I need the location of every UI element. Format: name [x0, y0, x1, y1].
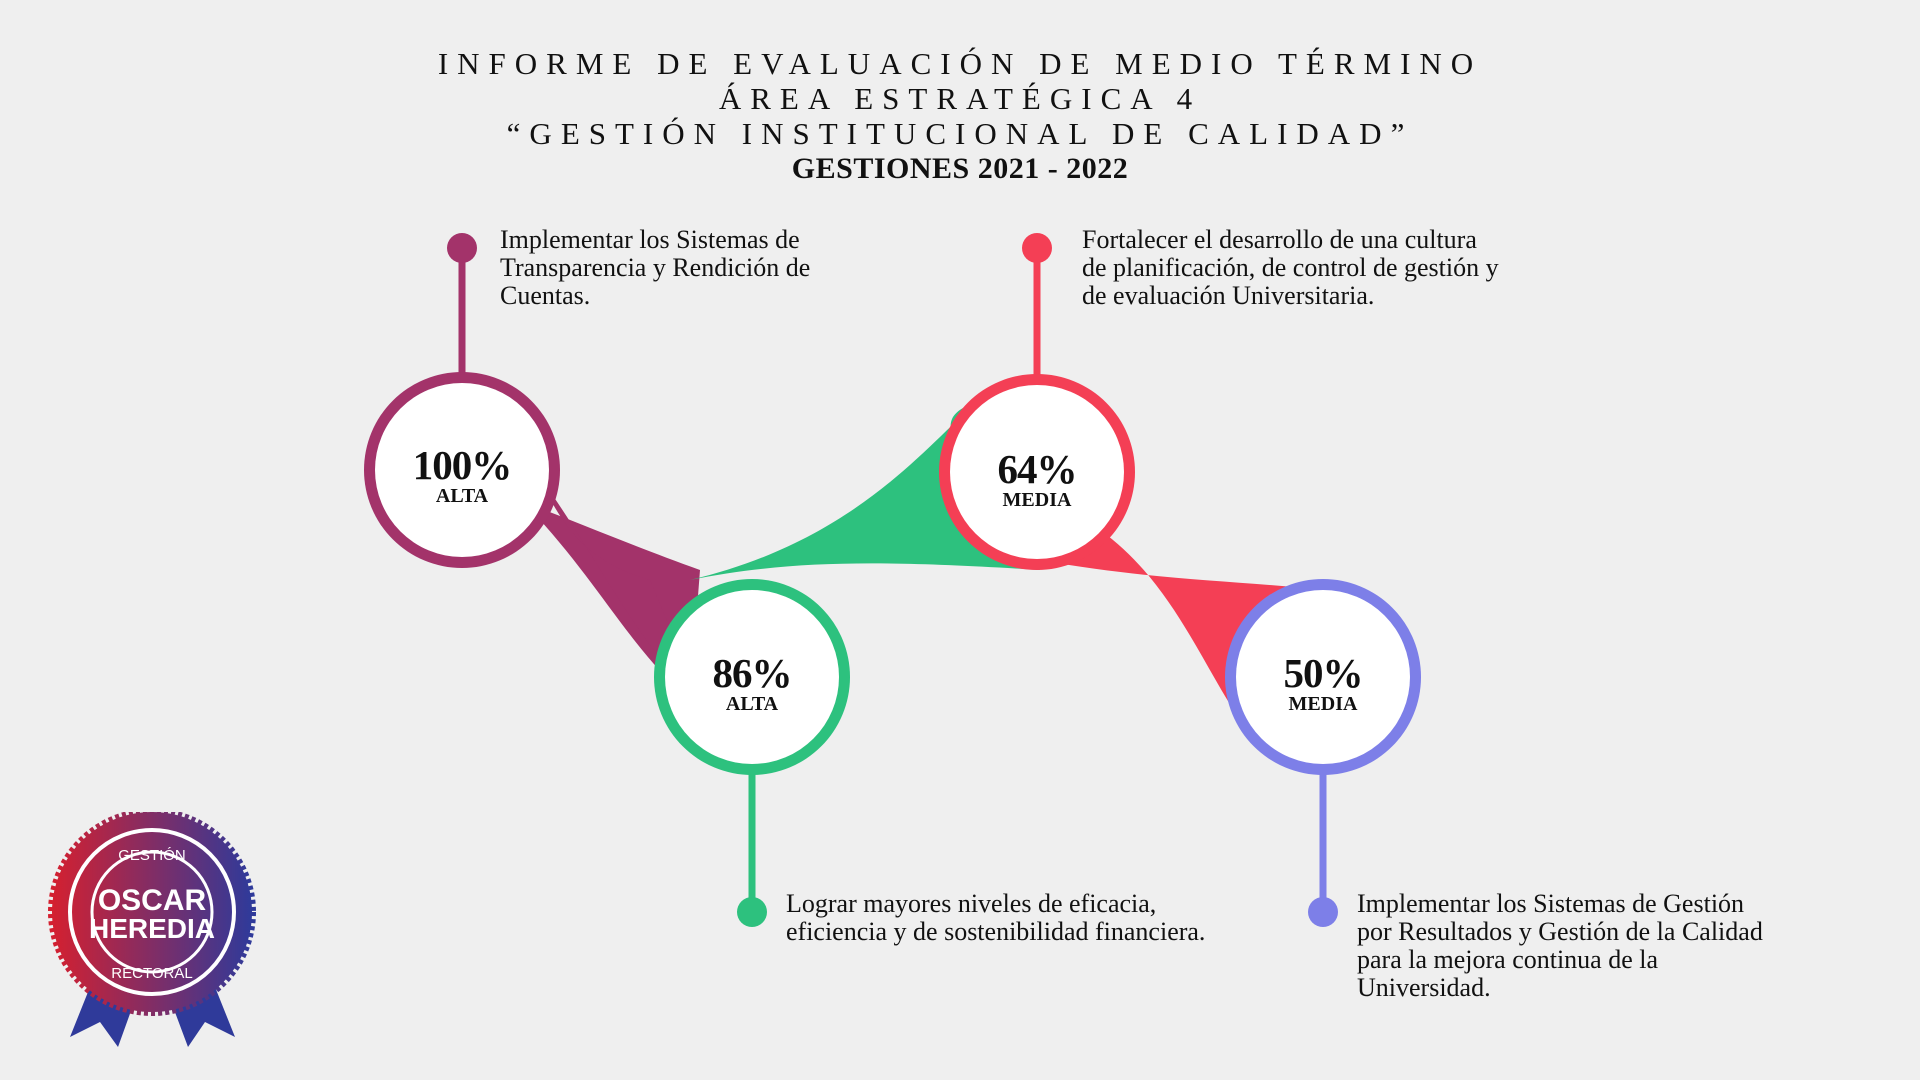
objective-2: Lograr mayores niveles de eficacia, efic…: [786, 889, 1206, 946]
ring-2: [654, 579, 850, 775]
priority-level: ALTA: [435, 485, 489, 507]
connector-4: [1308, 772, 1338, 927]
header-area-name: “GESTIÓN INSTITUCIONAL DE CALIDAD”: [506, 116, 1414, 151]
ring-3: [939, 374, 1135, 570]
priority-level: MEDIA: [1002, 489, 1072, 511]
header-title: INFORME DE EVALUACIÓN DE MEDIO TÉRMINO: [437, 46, 1483, 81]
seal-inner-ring: [90, 850, 214, 974]
seal-name-line1: OSCAR: [98, 884, 207, 917]
seal-text-bottom: RECTORAL: [111, 965, 192, 982]
percent-value: 50%: [1283, 650, 1364, 696]
seal-name-line2: HEREDIA: [89, 913, 215, 944]
header-period: GESTIONES 2021 - 2022: [791, 152, 1129, 185]
ring-label-3: 64% MEDIA: [937, 448, 1137, 510]
campaign-seal-logo: GESTIÓN OSCAR HEREDIA RECTORAL: [48, 812, 256, 1047]
seal-ring: [68, 828, 236, 996]
objective-4: Implementar los Sistemas de Gestión por …: [1357, 889, 1763, 1002]
ring-label-4: 50% MEDIA: [1223, 652, 1423, 714]
connector-2: [737, 772, 767, 927]
priority-level: MEDIA: [1288, 693, 1358, 715]
connector-1: [447, 233, 477, 376]
seal-outer: [48, 812, 256, 1016]
report-header: INFORME DE EVALUACIÓN DE MEDIO TÉRMINO Á…: [0, 46, 1920, 187]
connector-3: [1022, 233, 1052, 378]
objective-1: Implementar los Sistemas de Transparenci…: [500, 225, 811, 310]
objective-3: Fortalecer el desarrollo de una cultura …: [1082, 225, 1499, 310]
seal-text-top: GESTIÓN: [118, 847, 186, 864]
ring-label-1: 100% ALTA: [362, 444, 562, 506]
percent-value: 86%: [712, 650, 793, 696]
percent-value: 64%: [997, 446, 1078, 492]
ring-label-2: 86% ALTA: [652, 652, 852, 714]
header-area: ÁREA ESTRATÉGICA 4: [718, 81, 1202, 116]
percent-value: 100%: [412, 442, 513, 488]
band-1-curve: [535, 470, 700, 700]
ring-4: [1225, 579, 1421, 775]
priority-level: ALTA: [725, 693, 779, 715]
ring-1: [364, 372, 560, 568]
